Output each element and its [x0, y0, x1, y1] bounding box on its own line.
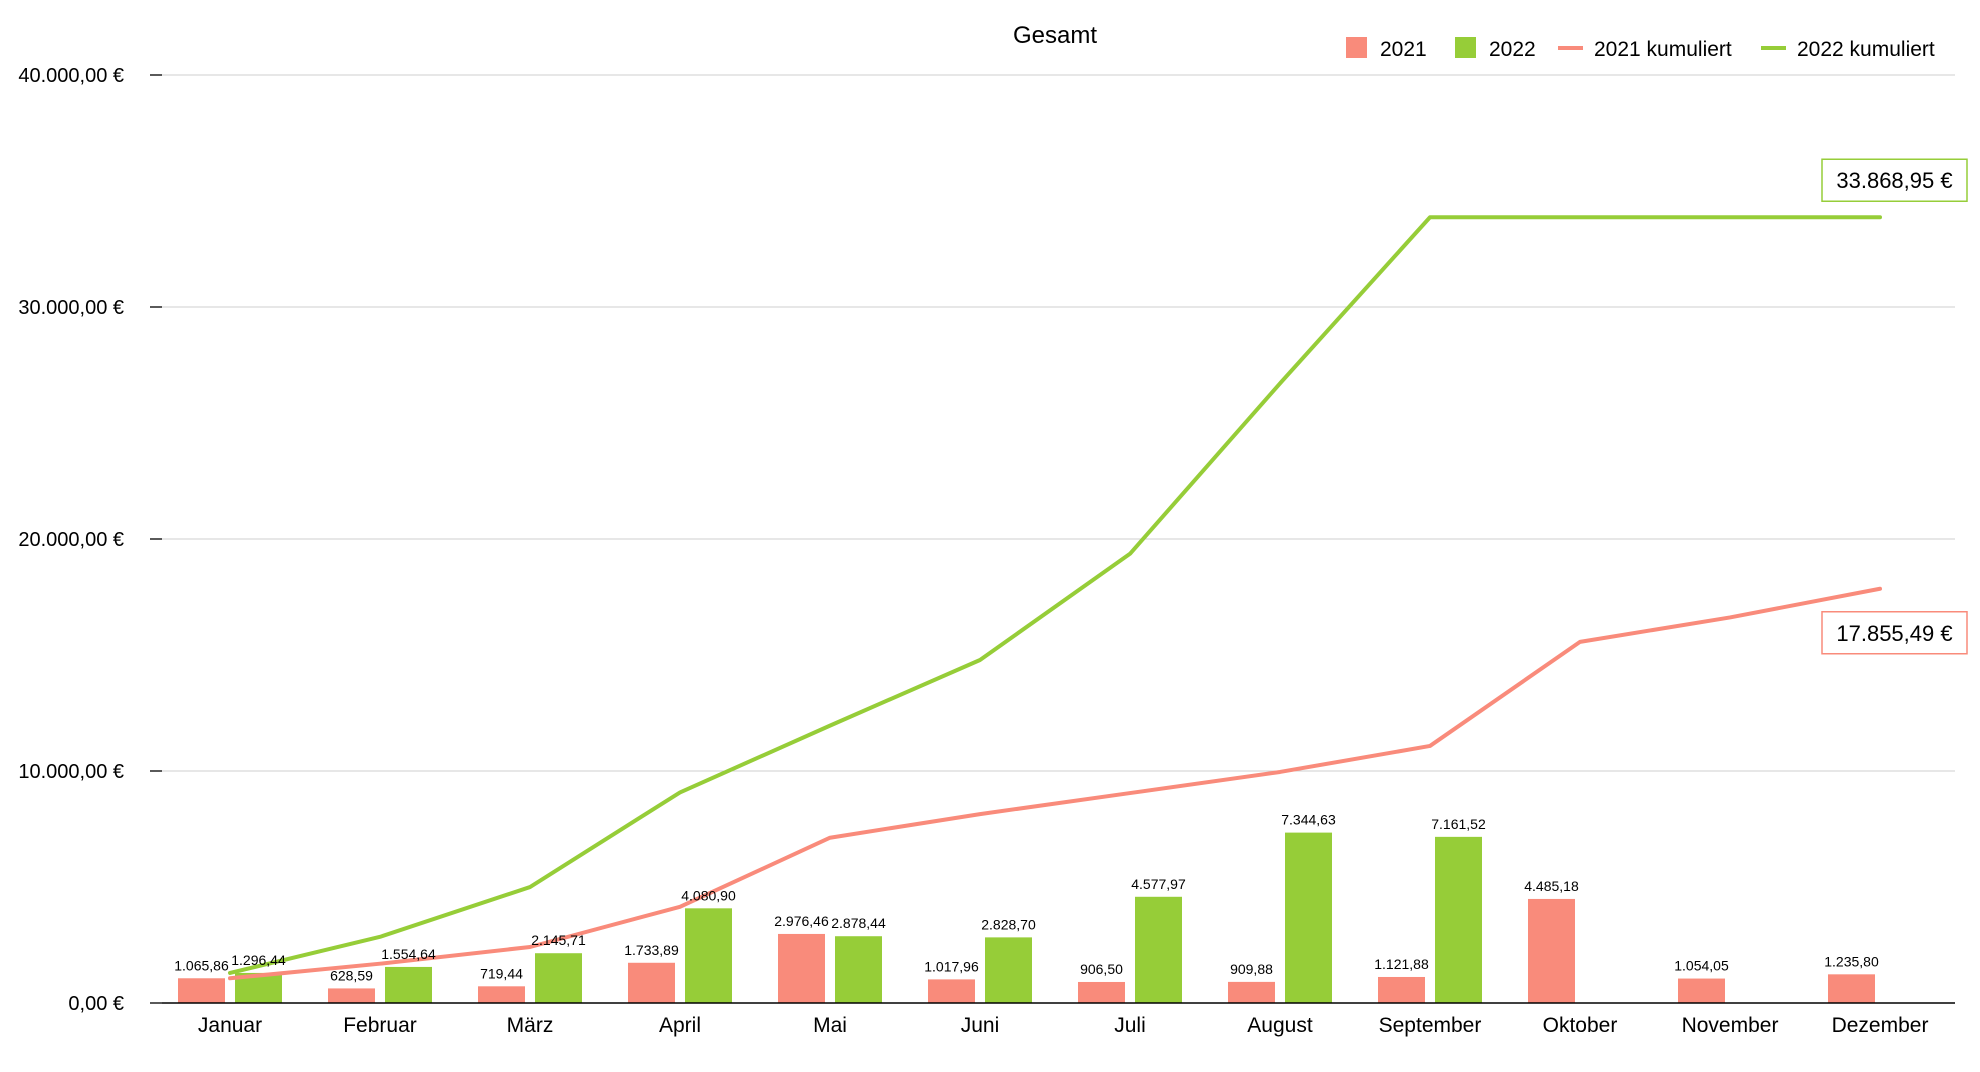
bar-2022	[385, 966, 432, 1003]
bar-data-label: 1.017,96	[924, 958, 979, 974]
x-tick-label: September	[1379, 1014, 1482, 1037]
x-tick-label: Februar	[343, 1014, 417, 1037]
bar-2022	[685, 908, 732, 1003]
bar-2021	[178, 978, 225, 1003]
end-label-box	[1821, 158, 1968, 202]
x-tick-label: Oktober	[1543, 1014, 1618, 1037]
bar-2021	[1828, 974, 1875, 1003]
cumulative-lines	[228, 215, 1882, 981]
bar-2021	[328, 988, 375, 1003]
y-tick-label: 30.000,00 €	[18, 297, 124, 319]
x-axis: Januar Februar März April Mai Juni Juli August S…	[162, 1002, 1955, 1037]
bar-2021	[1078, 981, 1125, 1003]
y-tick-label: 10.000,00 €	[18, 761, 124, 783]
bar-2021	[628, 962, 675, 1003]
bar-data-label: 1.054,05	[1674, 958, 1729, 974]
x-tick-label: Juni	[961, 1014, 1000, 1037]
bar-2022	[1135, 896, 1182, 1003]
legend-swatch	[1455, 37, 1476, 58]
bar-2021	[1678, 978, 1725, 1003]
bar-2022	[535, 953, 582, 1003]
bar-data-label: 4.485,18	[1524, 878, 1579, 894]
bar-data-label: 719,44	[480, 965, 523, 981]
bar-data-label: 1.733,89	[624, 942, 679, 958]
bar-data-label: 2.976,46	[774, 913, 829, 929]
x-tick-label: August	[1247, 1014, 1313, 1037]
y-tick-label: 20.000,00 €	[18, 529, 124, 551]
x-tick-label: Juli	[1114, 1014, 1146, 1037]
bar-data-label: 4.577,97	[1131, 876, 1186, 892]
bar-data-label: 906,50	[1080, 961, 1123, 977]
end-labels: 17.855,49 € 33.868,95 €	[1821, 158, 1968, 655]
legend: 2021 2022 2021 kumuliert 2022 kumuliert	[1346, 37, 1935, 61]
end-label-box	[1821, 611, 1968, 655]
bar-data-label: 7.161,52	[1431, 816, 1486, 832]
legend-label: 2021 kumuliert	[1594, 38, 1732, 61]
bar-2021	[1528, 898, 1575, 1003]
legend-label: 2021	[1380, 38, 1427, 61]
legend-label: 2022 kumuliert	[1797, 38, 1935, 61]
y-axis: 0,00 € 10.000,00 € 20.000,00 € 30.000,00 € 4…	[18, 65, 162, 1015]
bar-2021	[478, 986, 525, 1003]
y-tick-label: 0,00 €	[68, 993, 124, 1015]
end-label: 33.868,95 €	[1836, 168, 1952, 193]
bar-data-label: 2.145,71	[531, 932, 586, 948]
bar-data-label: 628,59	[330, 967, 373, 983]
x-tick-label: Dezember	[1832, 1014, 1929, 1037]
x-tick-label: Mai	[813, 1014, 847, 1037]
x-tick-label: März	[507, 1014, 554, 1037]
bar-2021	[1378, 976, 1425, 1003]
end-label: 17.855,49 €	[1836, 621, 1952, 646]
legend-label: 2022	[1489, 38, 1536, 61]
line-2021 kumuliert	[228, 586, 1882, 981]
bar-data-label: 2.878,44	[831, 915, 886, 931]
gridlines	[162, 74, 1955, 772]
x-tick-label: Januar	[198, 1014, 262, 1037]
line-2022 kumuliert	[228, 215, 1882, 975]
bar-data-label: 1.296,44	[231, 952, 286, 968]
bar-2022	[835, 936, 882, 1003]
legend-swatch	[1346, 37, 1367, 58]
bar-2021	[928, 979, 975, 1003]
y-tick-label: 40.000,00 €	[18, 65, 124, 87]
bar-2021	[778, 933, 825, 1003]
bar-data-label: 2.828,70	[981, 916, 1036, 932]
bars	[178, 832, 1875, 1003]
data-labels: 1.065,86 628,59 719,44 1.733,89 2.976,46 1.01…	[174, 812, 1879, 984]
bar-data-label: 7.344,63	[1281, 812, 1336, 828]
bar-data-label: 1.121,88	[1374, 956, 1429, 972]
chart-title: Gesamt	[1013, 22, 1097, 49]
bar-data-label: 1.554,64	[381, 946, 436, 962]
bar-data-label: 4.080,90	[681, 887, 736, 903]
bar-2022	[1285, 832, 1332, 1003]
x-tick-label: April	[659, 1014, 701, 1037]
bar-2022	[985, 937, 1032, 1003]
bar-data-label: 1.235,80	[1824, 953, 1879, 969]
x-tick-label: November	[1682, 1014, 1779, 1037]
bar-2021	[1228, 981, 1275, 1003]
bar-data-label: 909,88	[1230, 961, 1273, 977]
bar-data-label: 1.065,86	[174, 957, 229, 973]
bar-2022	[1435, 836, 1482, 1003]
